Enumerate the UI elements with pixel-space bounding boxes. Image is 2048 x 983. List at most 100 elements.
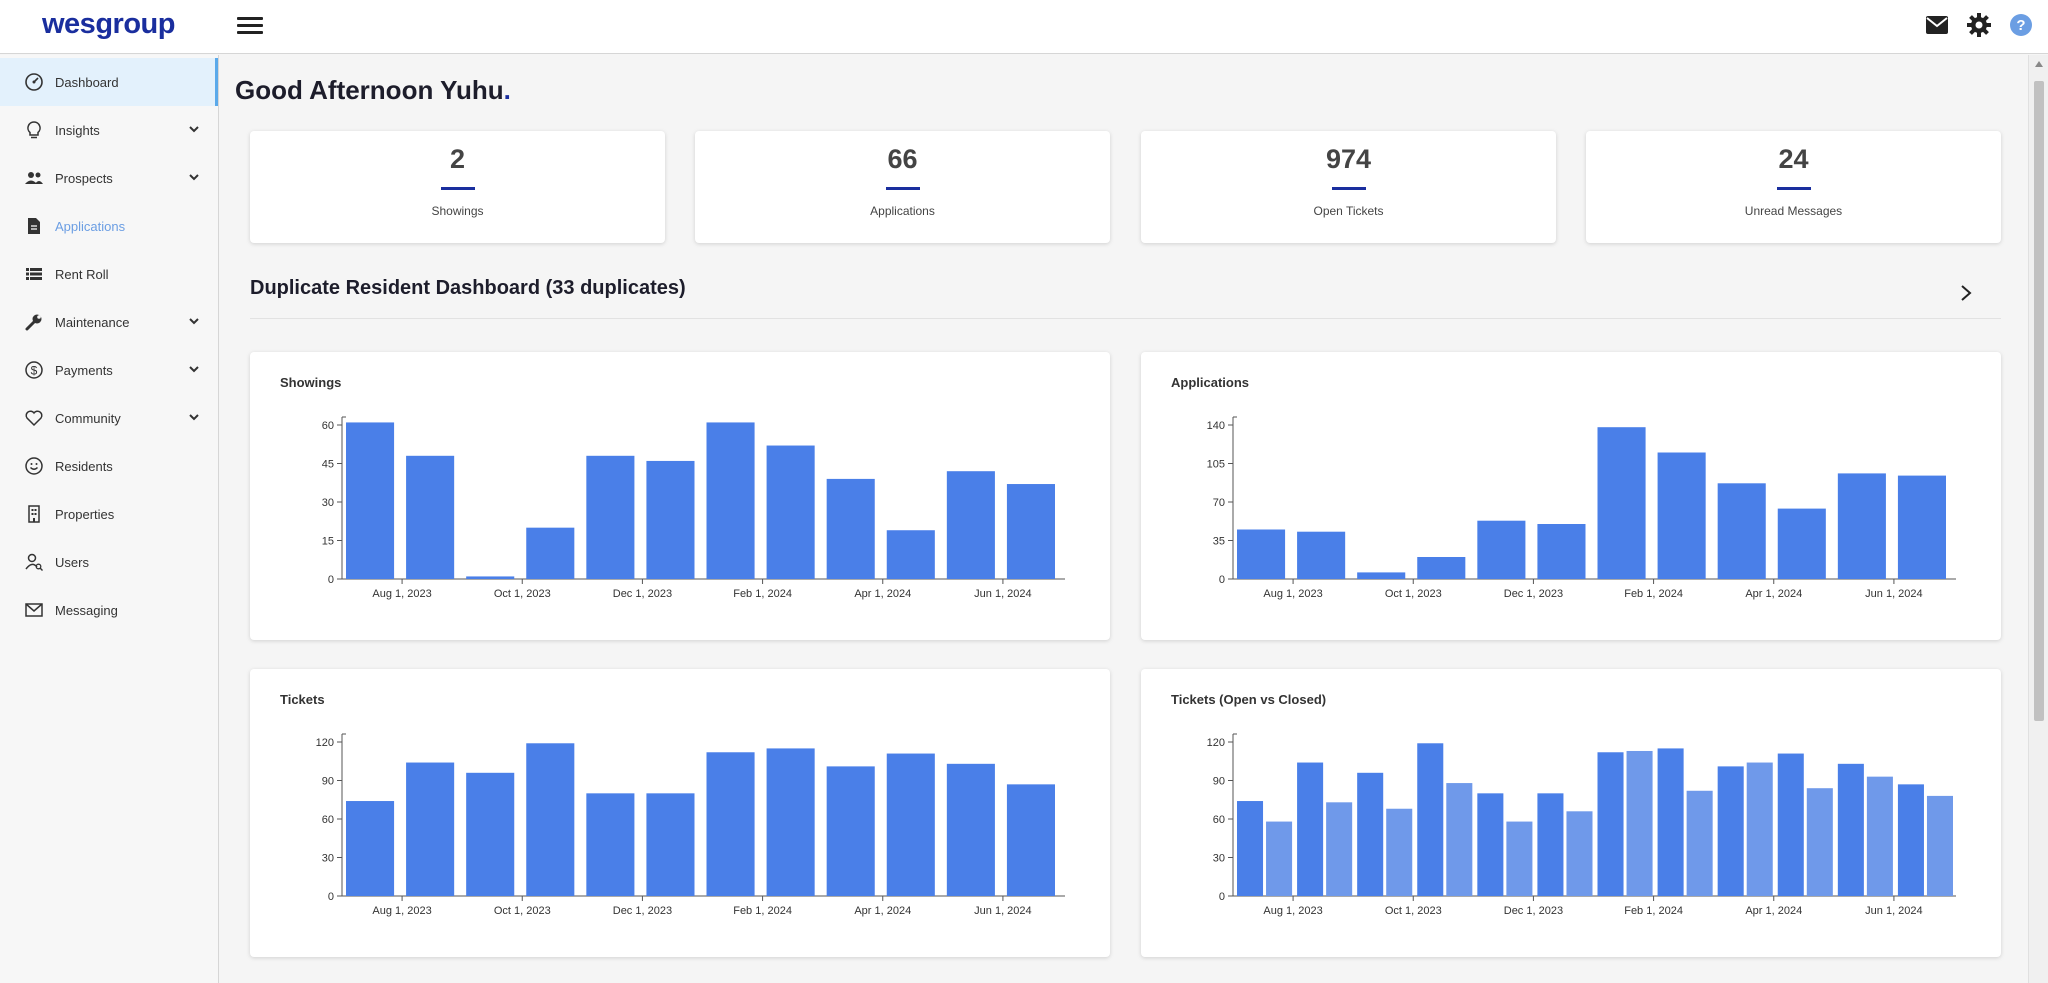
- sidebar-item-rent-roll[interactable]: Rent Roll: [0, 250, 218, 298]
- logo[interactable]: wesgroup: [42, 8, 175, 40]
- chart-bar[interactable]: [406, 762, 455, 896]
- sidebar-item-dashboard[interactable]: Dashboard: [0, 58, 218, 106]
- chart-bar[interactable]: [1006, 784, 1055, 896]
- chart-bar[interactable]: [946, 763, 995, 896]
- y-tick-label: 70: [1213, 497, 1225, 509]
- chart-bar[interactable]: [766, 445, 815, 579]
- sidebar-item-insights[interactable]: Insights: [0, 106, 218, 154]
- chart-bar-series-1[interactable]: [1477, 793, 1504, 896]
- sidebar-item-maintenance[interactable]: Maintenance: [0, 298, 218, 346]
- chart-bar-series-2[interactable]: [1626, 750, 1653, 896]
- help-icon[interactable]: ?: [2008, 12, 2034, 38]
- chart-bar[interactable]: [1477, 520, 1526, 579]
- chart-bar-series-2[interactable]: [1686, 790, 1713, 896]
- stat-card-open-tickets[interactable]: 974 Open Tickets: [1141, 131, 1556, 243]
- chart-bar[interactable]: [1297, 531, 1346, 579]
- stat-divider: [885, 187, 920, 190]
- stat-card-showings[interactable]: 2 Showings: [250, 131, 665, 243]
- chart-bar[interactable]: [346, 801, 395, 896]
- chart-bar[interactable]: [1837, 473, 1886, 579]
- chart-bar[interactable]: [586, 793, 635, 896]
- sidebar-item-label: Maintenance: [55, 314, 130, 330]
- chart-bar-series-1[interactable]: [1657, 748, 1684, 896]
- chart-bar[interactable]: [1357, 572, 1406, 579]
- chart-applications: 0 35 70 105 140 Aug 1, 2023 Oct 1, 2023 Dec 1, …: [1207, 416, 1956, 600]
- stat-card-unread-messages[interactable]: 24 Unread Messages: [1586, 131, 2001, 243]
- chart-bar[interactable]: [406, 455, 455, 579]
- chart-bar[interactable]: [1717, 483, 1766, 579]
- chart-bar[interactable]: [466, 772, 515, 896]
- chart-bar[interactable]: [1777, 508, 1826, 579]
- sidebar-item-applications[interactable]: Applications: [0, 202, 218, 250]
- sidebar-item-community[interactable]: Community: [0, 394, 218, 442]
- chart-bar-series-2[interactable]: [1326, 802, 1353, 896]
- chart-bar[interactable]: [646, 460, 695, 579]
- menu-icon[interactable]: [237, 14, 263, 36]
- chart-bar-series-1[interactable]: [1717, 766, 1744, 896]
- chart-bar[interactable]: [706, 752, 755, 896]
- chart-bar[interactable]: [826, 766, 875, 896]
- chart-bar[interactable]: [526, 527, 575, 579]
- chart-bar-series-1[interactable]: [1837, 763, 1864, 896]
- chart-bar-series-2[interactable]: [1266, 821, 1293, 896]
- chart-bar-series-1[interactable]: [1357, 772, 1384, 896]
- chart-bar[interactable]: [1006, 484, 1055, 579]
- chevron-down-icon[interactable]: [187, 170, 201, 184]
- scrollbar-thumb[interactable]: [2034, 81, 2044, 721]
- chevron-right-icon[interactable]: [1956, 283, 1976, 303]
- chart-bar-series-2[interactable]: [1386, 808, 1413, 896]
- chart-bar[interactable]: [1537, 524, 1586, 579]
- sidebar-item-residents[interactable]: Residents: [0, 442, 218, 490]
- chart-bar-series-1[interactable]: [1237, 801, 1264, 896]
- chart-bar-series-2[interactable]: [1746, 762, 1773, 896]
- sidebar-item-prospects[interactable]: Prospects: [0, 154, 218, 202]
- chevron-down-icon[interactable]: [187, 122, 201, 136]
- chart-bar[interactable]: [826, 478, 875, 579]
- chart-bar-series-2[interactable]: [1926, 795, 1953, 896]
- stat-card-applications[interactable]: 66 Applications: [695, 131, 1110, 243]
- chart-bar[interactable]: [526, 743, 575, 896]
- x-tick-label: Dec 1, 2023: [613, 905, 672, 917]
- chart-bar-series-2[interactable]: [1566, 811, 1593, 896]
- chart-bar-series-2[interactable]: [1446, 783, 1473, 896]
- mail-icon[interactable]: [1924, 12, 1950, 38]
- chart-bar[interactable]: [1897, 475, 1946, 579]
- chart-bar[interactable]: [706, 422, 755, 579]
- chart-bar[interactable]: [1597, 427, 1646, 579]
- chart-bar-series-1[interactable]: [1597, 752, 1624, 896]
- chart-card-tickets: Tickets 0 30 60 90 120 Aug 1, 2023 Oct 1, 2023…: [250, 669, 1110, 957]
- sidebar-item-messaging[interactable]: Messaging: [0, 586, 218, 634]
- sidebar-item-users[interactable]: Users: [0, 538, 218, 586]
- chart-bar[interactable]: [346, 422, 395, 579]
- chart-bar[interactable]: [586, 455, 635, 579]
- chart-bar-series-1[interactable]: [1297, 762, 1324, 896]
- chevron-down-icon[interactable]: [187, 314, 201, 328]
- chevron-down-icon[interactable]: [187, 410, 201, 424]
- chart-bar[interactable]: [886, 753, 935, 896]
- chart-bar-series-1[interactable]: [1897, 784, 1924, 896]
- chart-bar[interactable]: [1417, 557, 1466, 579]
- chart-bar[interactable]: [766, 748, 815, 896]
- chart-bar-series-2[interactable]: [1866, 776, 1893, 896]
- chart-bar-series-1[interactable]: [1777, 753, 1804, 896]
- chart-bar[interactable]: [946, 471, 995, 579]
- scroll-up-icon[interactable]: [2035, 61, 2043, 67]
- chart-bar[interactable]: [466, 576, 515, 579]
- chart-bar[interactable]: [1657, 452, 1706, 580]
- chart-bar-series-2[interactable]: [1506, 821, 1533, 896]
- sidebar-item-properties[interactable]: Properties: [0, 490, 218, 538]
- people-icon: [23, 167, 45, 189]
- gear-icon[interactable]: [1966, 12, 1992, 38]
- x-tick-label: Apr 1, 2024: [1745, 905, 1802, 917]
- chart-bar-series-1[interactable]: [1537, 793, 1564, 896]
- scrollbar[interactable]: [2028, 55, 2048, 983]
- chart-bar[interactable]: [1237, 529, 1286, 580]
- sidebar-item-payments[interactable]: $ Payments: [0, 346, 218, 394]
- smile-icon: [23, 455, 45, 477]
- top-bar: wesgroup ?: [0, 0, 2048, 54]
- chart-bar[interactable]: [646, 793, 695, 896]
- chart-bar[interactable]: [886, 530, 935, 579]
- chart-bar-series-2[interactable]: [1806, 788, 1833, 896]
- chevron-down-icon[interactable]: [187, 362, 201, 376]
- chart-bar-series-1[interactable]: [1417, 743, 1444, 896]
